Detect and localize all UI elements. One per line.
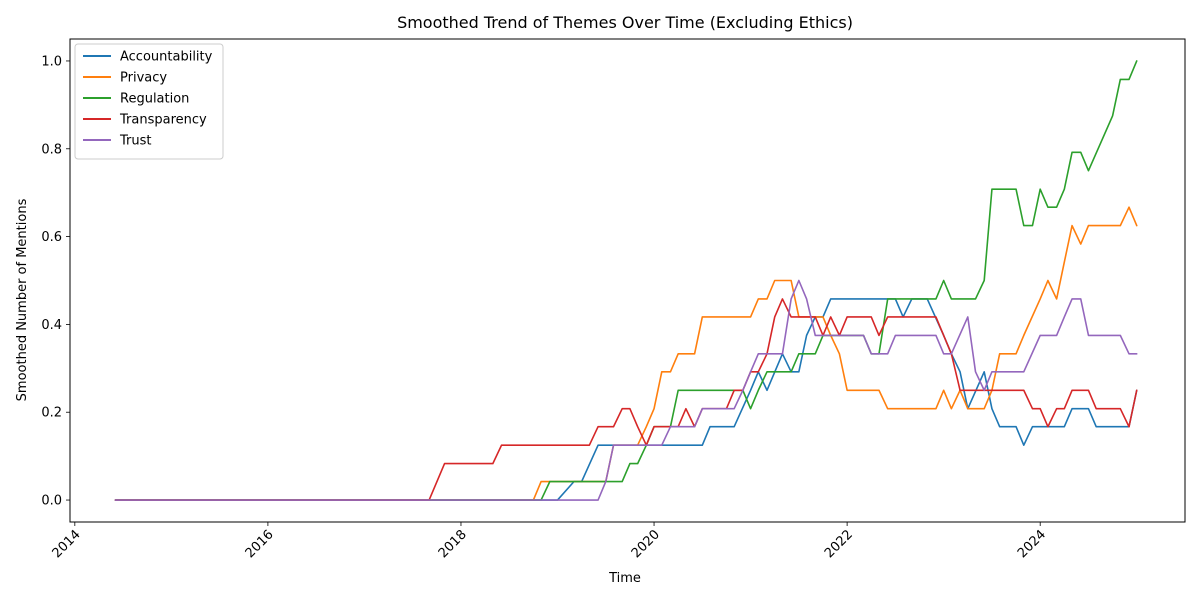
x-axis-ticks: 2014 2016 2018 2020 2022 2024 [50,522,1049,561]
x-tick-label: 2018 [436,527,470,561]
y-tick-label: 0.0 [41,494,62,509]
y-tick-label: 0.6 [41,230,62,245]
y-tick-label: 1.0 [41,54,62,69]
y-tick-label: 0.4 [41,318,62,333]
y-tick-label: 0.8 [41,142,62,157]
y-axis-ticks: 0.0 0.2 0.4 0.6 0.8 1.0 [41,54,70,509]
x-tick-label: 2022 [822,527,856,561]
series-line-regulation [114,60,1138,501]
legend-label-transparency: Transparency [119,113,207,128]
legend: Accountability Privacy Regulation Transpare… [74,43,224,160]
y-axis-title: Smoothed Number of Mentions [15,198,30,401]
legend-label-privacy: Privacy [120,71,167,86]
x-tick-label: 2016 [243,527,277,561]
plot-area [69,38,1186,523]
y-tick-label: 0.2 [41,406,62,421]
legend-frame [74,43,224,160]
series-line-transparency [114,298,1138,501]
x-tick-label: 2014 [50,527,84,561]
legend-label-trust: Trust [119,134,151,149]
legend-label-regulation: Regulation [120,92,189,107]
plot-frame [69,38,1186,523]
x-tick-label: 2020 [629,527,663,561]
chart-title: Smoothed Trend of Themes Over Time (Excl… [397,13,853,32]
x-tick-label: 2024 [1015,527,1049,561]
series-line-privacy [114,206,1138,501]
x-axis-title: Time [608,571,641,586]
legend-label-accountability: Accountability [120,50,213,65]
series-line-accountability [114,298,1138,501]
series-line-trust [114,279,1138,501]
